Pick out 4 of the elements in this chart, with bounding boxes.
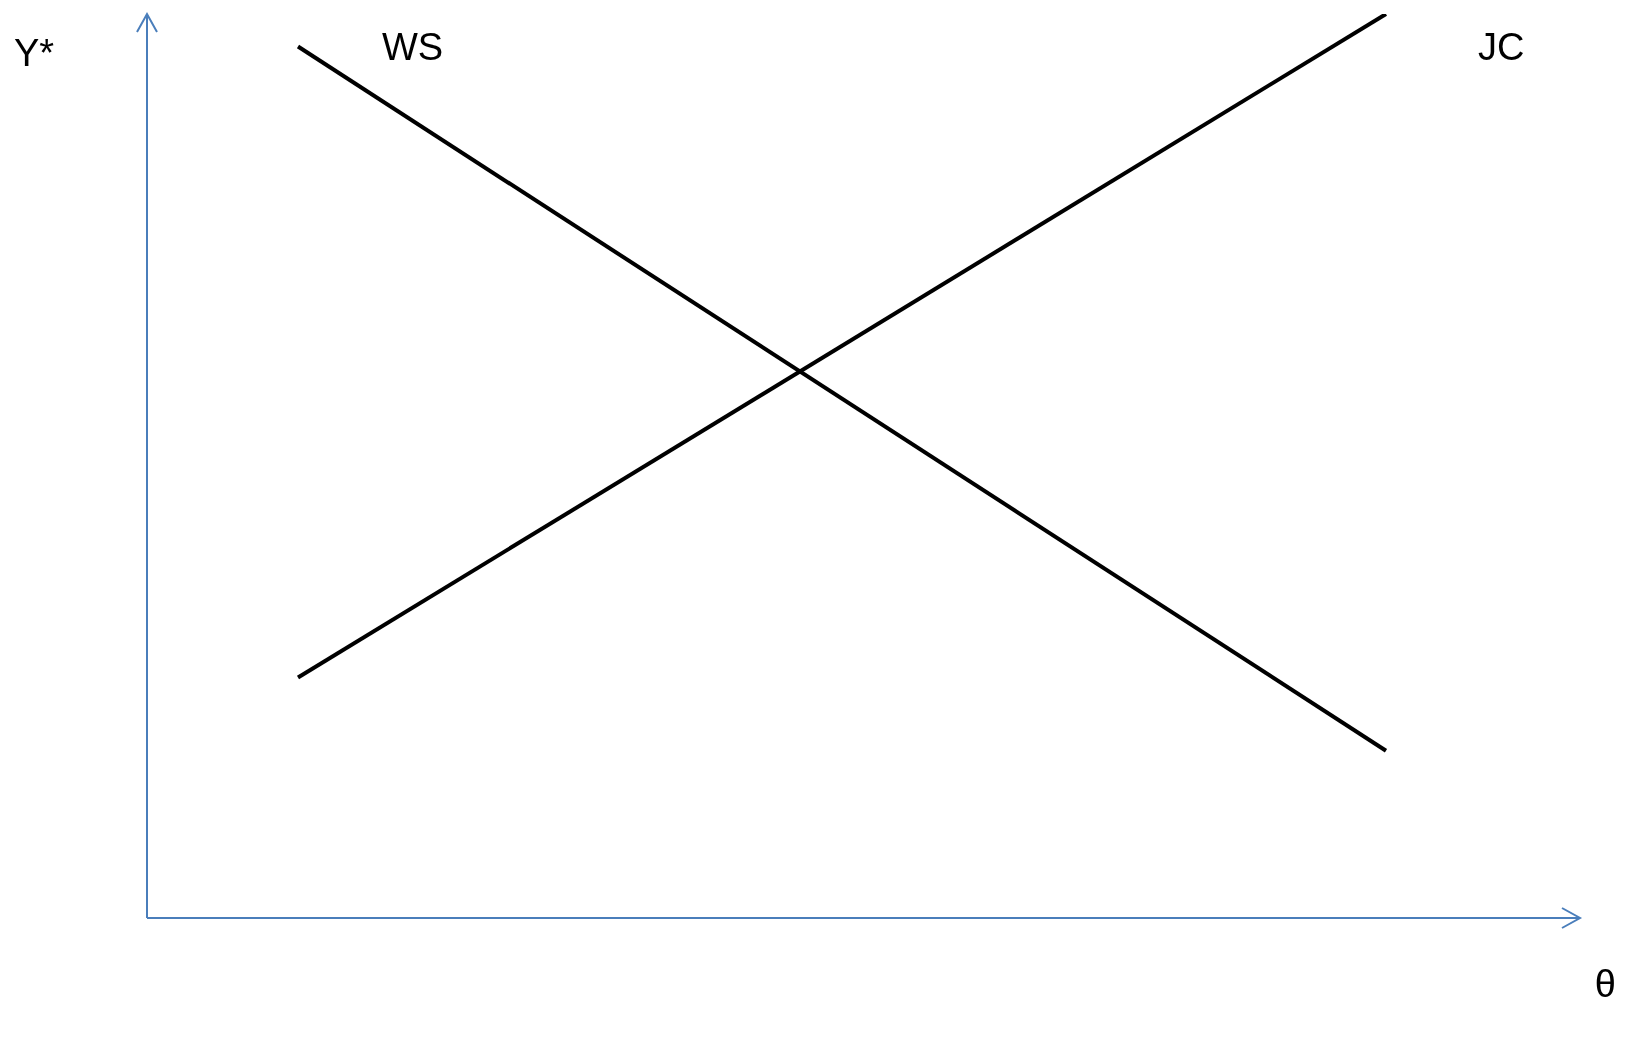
x-axis-title: θ	[1594, 963, 1616, 1006]
text: JC	[1478, 26, 1525, 69]
series-label: WS	[382, 26, 444, 69]
y-axis-title: Y*	[14, 32, 55, 75]
